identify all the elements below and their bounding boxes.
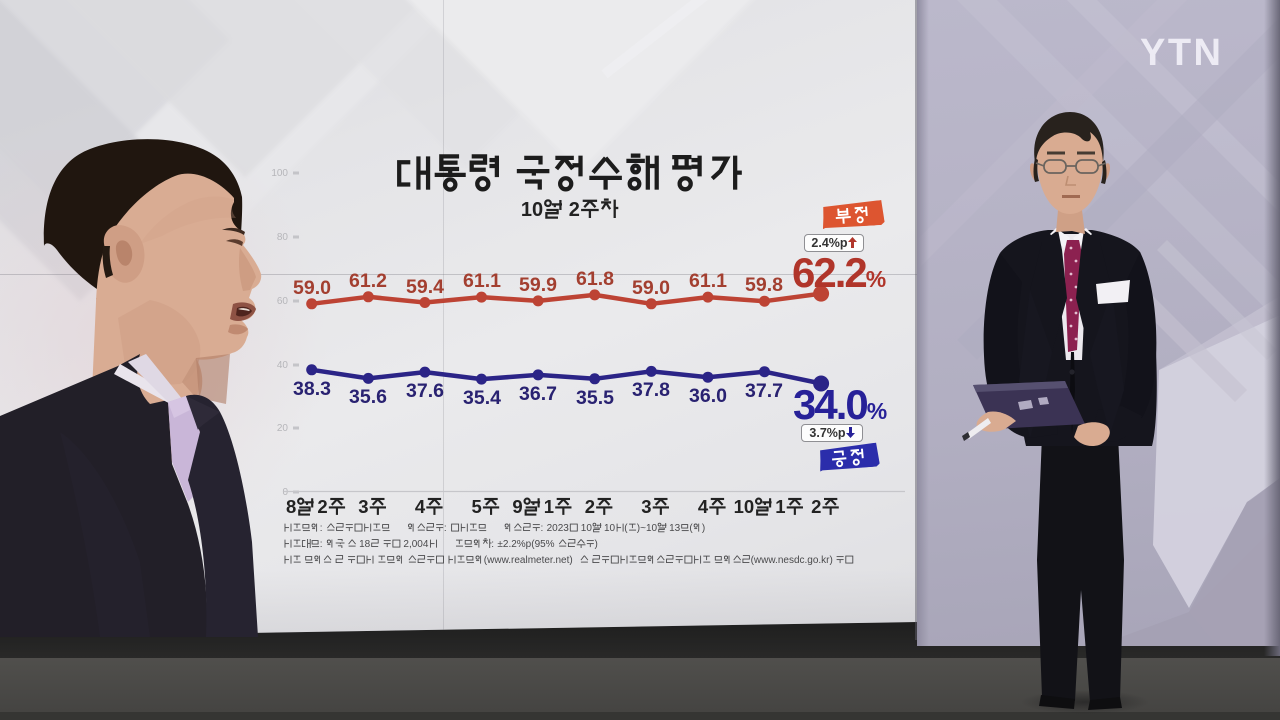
svg-text:40: 40 (277, 360, 289, 371)
svg-text:37.7: 37.7 (745, 380, 783, 402)
svg-text:59.0: 59.0 (293, 277, 331, 299)
svg-text:(: ( (689, 523, 693, 534)
svg-text:2,004: 2,004 (403, 539, 428, 550)
svg-text:59.0: 59.0 (632, 277, 670, 299)
svg-text:10: 10 (521, 199, 543, 221)
svg-text:): ) (595, 539, 598, 550)
svg-text:3: 3 (641, 496, 651, 517)
svg-text::: : (444, 523, 447, 534)
svg-text:5: 5 (472, 496, 482, 517)
svg-text:(www.nesdc.go.kr): (www.nesdc.go.kr) (751, 555, 833, 566)
svg-text:36.0: 36.0 (689, 385, 727, 407)
svg-text:60: 60 (277, 296, 289, 307)
svg-text:61.1: 61.1 (463, 270, 501, 292)
svg-text:): ) (702, 523, 705, 534)
svg-text:10: 10 (734, 496, 755, 517)
svg-text:1: 1 (775, 496, 785, 517)
svg-text:35.5: 35.5 (576, 387, 614, 409)
svg-text:80: 80 (277, 232, 289, 243)
svg-text:)~10: )~10 (637, 523, 658, 534)
svg-text:61.1: 61.1 (689, 270, 727, 292)
svg-text:59.8: 59.8 (745, 274, 783, 296)
svg-text:0: 0 (282, 487, 288, 498)
svg-text:±2.2%p(95%: ±2.2%p(95% (497, 539, 554, 550)
svg-text:61.2: 61.2 (349, 270, 387, 292)
svg-text:3: 3 (358, 496, 368, 517)
svg-text:2023: 2023 (547, 523, 570, 534)
svg-text:100: 100 (271, 168, 288, 179)
svg-text:37.6: 37.6 (406, 380, 444, 402)
svg-text::: : (320, 523, 323, 534)
svg-text:37.8: 37.8 (632, 379, 670, 401)
svg-text:4: 4 (415, 496, 426, 517)
svg-text:2: 2 (585, 496, 595, 517)
svg-text::: : (541, 523, 544, 534)
svg-text:10: 10 (581, 523, 593, 534)
svg-text:13: 13 (669, 523, 681, 534)
svg-text::: : (491, 539, 494, 550)
svg-text:8: 8 (286, 496, 296, 517)
svg-text:35.6: 35.6 (349, 386, 387, 408)
svg-text:2: 2 (317, 496, 327, 517)
svg-text:36.7: 36.7 (519, 383, 557, 405)
svg-text:59.4: 59.4 (406, 276, 444, 298)
svg-text:18: 18 (359, 539, 371, 550)
svg-text:38.3: 38.3 (293, 378, 331, 400)
svg-text:20: 20 (277, 423, 289, 434)
svg-text:(: ( (624, 523, 628, 534)
svg-text:(www.realmeter.net): (www.realmeter.net) (484, 555, 573, 566)
svg-text:9: 9 (512, 496, 522, 517)
svg-text:2: 2 (569, 199, 580, 221)
svg-text:61.8: 61.8 (576, 268, 614, 290)
svg-text:59.9: 59.9 (519, 274, 557, 296)
svg-text:1: 1 (544, 496, 554, 517)
svg-text:2: 2 (811, 496, 821, 517)
svg-text:10: 10 (604, 523, 616, 534)
svg-text:35.4: 35.4 (463, 387, 501, 409)
svg-text::: : (320, 539, 323, 550)
svg-text:4: 4 (698, 496, 709, 517)
